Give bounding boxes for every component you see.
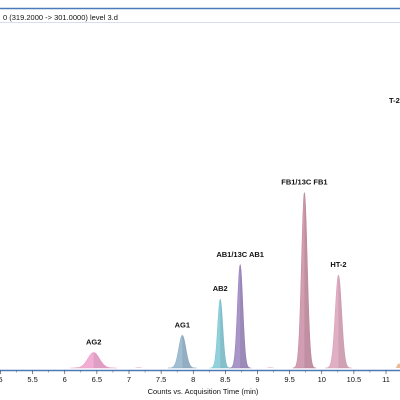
peak-area [209,298,231,369]
baseline-noise [266,367,275,368]
x-tick-label: 5.5 [27,375,37,384]
x-tick-label: 10.5 [347,375,362,384]
x-tick-label: 6.5 [92,375,102,384]
x-tick-label: 10 [318,375,326,384]
baseline-noise [134,367,143,368]
peak-label: AG1 [175,320,190,329]
x-axis-title: Counts vs. Acquisition Time (min) [148,387,259,396]
peak-label: FB1/13C FB1 [281,178,327,187]
x-tick-label: 9 [255,375,259,384]
peak-label-t2: T-2 [389,96,400,105]
chart-title: 0 (319.2000 -> 301.0000) level 3.d [3,13,118,22]
peak-label: AB1/13C AB1 [216,250,264,259]
peak-area [292,192,317,369]
peak-label: AG2 [86,338,101,347]
peak-area-overlay [182,335,197,368]
peak-area-overlay [240,264,251,368]
x-tick-label: 11 [382,375,390,384]
peak-area-overlay [220,299,231,368]
peak-label: HT-2 [330,260,346,269]
peak-area-overlay [304,192,316,368]
peak-area [325,274,352,369]
x-tick-label: 7.5 [156,375,166,384]
x-tick-label: 7 [127,375,131,384]
peak-area-t2-edge [396,363,400,368]
x-tick-label: 6 [63,375,67,384]
peak-area-overlay [338,275,352,368]
x-tick-label: 5 [0,375,3,384]
x-tick-label: 8.5 [220,375,230,384]
x-tick-label: 9.5 [284,375,294,384]
x-tick-label: 8 [191,375,195,384]
baseline-noise [73,367,82,368]
peak-area-overlay [93,352,117,368]
peak-area [167,334,197,369]
peak-area [229,263,252,369]
peak-label: AB2 [213,284,228,293]
peaks-layer: AG2 AG1 AB2 AB1/13C AB1 FB1/13C FB1 HT-2 [70,178,400,369]
x-ticks-layer: 5 5.5 6 6.5 7 7.5 8 8.5 9 9.5 10 10.5 11 [0,370,390,384]
